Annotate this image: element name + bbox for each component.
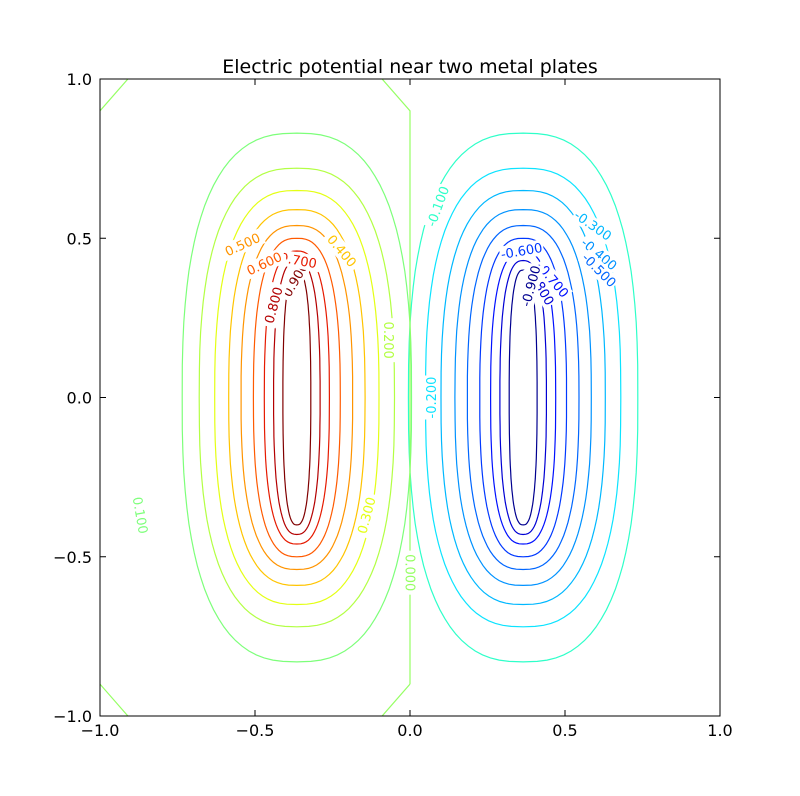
contour-label: 0.600: [245, 250, 285, 279]
chart-title: Electric potential near two metal plates: [222, 56, 598, 78]
contour-line--0.100: [407, 132, 639, 663]
contour-label: -0.200: [425, 377, 440, 419]
contour-label-bg: [423, 375, 440, 420]
contour-label-bg: [422, 182, 453, 230]
contour-label-bg: [219, 228, 266, 262]
contour-line-0.300: [214, 189, 380, 606]
contour-line-0.600: [252, 237, 341, 558]
y-tick-label: −0.5: [53, 548, 92, 567]
contour-line--0.500: [466, 224, 580, 571]
contour-label-bg: [570, 206, 616, 245]
contour-label-bg: [577, 248, 621, 292]
y-tick-label: −1.0: [53, 707, 92, 726]
y-tick-label: 0.5: [67, 229, 92, 248]
contour-label-bg: [240, 247, 288, 281]
y-tick-label: 1.0: [67, 70, 92, 89]
contour-label-bg: [321, 228, 363, 273]
contour-line-zero-0: [381, 79, 411, 685]
contour-label-bg: [498, 239, 545, 263]
contour-label: 0.100: [129, 496, 150, 535]
contour-line-0.800: [273, 259, 321, 536]
contour-line-0.400: [228, 208, 366, 587]
axis-ticks: −1.0 −0.5 0.0 0.5 1.0 −1.0 −0.5 0.0 0.5 1.0: [53, 70, 733, 740]
contour-line-0.200: [198, 167, 396, 628]
contour-label-bg: [260, 281, 288, 329]
contour-label: 0.000: [402, 554, 417, 591]
x-tick-label: 1.0: [707, 721, 732, 740]
x-tick-label: −1.0: [81, 721, 120, 740]
x-tick-label: 0.0: [397, 721, 422, 740]
contour-label-bg: [128, 492, 152, 539]
contour-label-bg: [402, 550, 418, 595]
contour-line-0.100: [181, 132, 413, 663]
contour-label-bg: [517, 262, 545, 310]
contour-line-0.900: [282, 269, 312, 526]
contour-line-zero-3: [100, 683, 129, 716]
contour-label: 0.200: [380, 322, 395, 359]
y-tick-label: 0.0: [67, 389, 92, 408]
axes-frame: [99, 78, 721, 717]
contour-label: -0.600: [500, 241, 544, 263]
contour-label: 0.500: [223, 231, 263, 260]
contour-label-bg: [353, 492, 381, 539]
x-tick-label: 0.5: [552, 721, 577, 740]
contour-label: 0.700: [279, 251, 318, 272]
contour-line--0.600: [479, 237, 568, 558]
contour-line--0.300: [440, 189, 606, 606]
contour-label-bg: [380, 318, 397, 363]
contour-label-bg: [275, 248, 322, 273]
x-tick-label: −0.5: [236, 721, 275, 740]
contour-line--0.400: [454, 208, 592, 587]
contour-line-zero-1: [381, 683, 411, 716]
contour-label-bg: [577, 233, 622, 275]
contour-line-zero-2: [100, 79, 129, 112]
contour-label: 0.800: [263, 285, 287, 325]
